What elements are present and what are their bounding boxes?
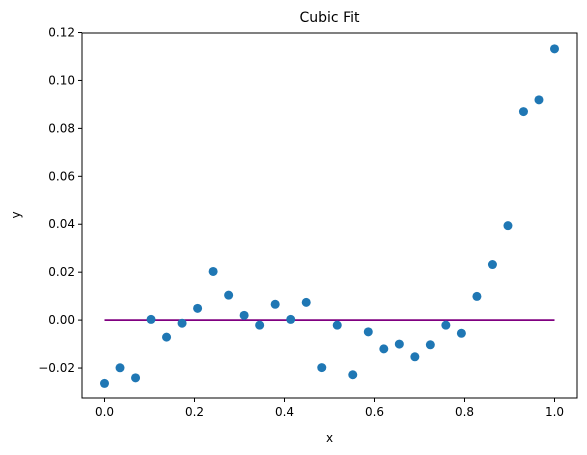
scatter-point [162,332,172,342]
x-tick-label: 1.0 [545,405,564,419]
x-axis-label: x [326,431,333,445]
y-tick-label: 0.02 [48,265,75,279]
scatter-point [301,297,311,307]
scatter-point [177,318,187,328]
scatter-point [146,314,156,324]
scatter-point [550,44,559,54]
chart-title: Cubic Fit [300,10,360,26]
x-tick-label: 0.4 [275,405,294,419]
x-axis: 0.0 0.2 0.4 0.6 0.8 1.0 [95,398,564,419]
scatter-point [348,370,358,380]
x-tick-label: 0.0 [95,405,114,419]
y-tick-label: 0.08 [48,121,75,135]
x-tick-label: 0.8 [455,405,474,419]
y-tick-label: 0.12 [48,26,75,40]
x-tick-label: 0.2 [185,405,204,419]
scatter-point [410,352,420,362]
scatter-points-layer [100,44,559,388]
scatter-point [363,327,373,337]
x-tick-label: 0.6 [365,405,384,419]
scatter-point [193,303,203,313]
y-tick-label: 0.00 [48,313,75,327]
y-tick-label: 0.10 [48,73,75,87]
scatter-point [115,363,125,373]
y-tick-label: −0.02 [38,361,75,375]
scatter-point [224,290,234,300]
scatter-point [503,221,513,231]
scatter-point [255,320,265,330]
scatter-point [487,260,497,270]
scatter-point [394,339,404,349]
scatter-point [239,310,249,320]
scatter-point [456,328,466,338]
scatter-point [379,344,389,354]
y-axis: −0.02 0.00 0.02 0.04 0.06 0.08 0.10 0.12 [38,26,82,375]
scatter-point [270,299,280,309]
y-axis-label: y [9,211,23,218]
y-tick-label: 0.06 [48,169,75,183]
scatter-point [100,378,109,388]
scatter-point [286,314,296,324]
scatter-point [317,363,327,373]
scatter-point [534,95,544,105]
scatter-point [472,291,482,301]
scatter-point [425,340,435,350]
plot-frame [81,32,578,399]
scatter-point [441,320,451,330]
scatter-point [332,320,342,330]
y-tick-label: 0.04 [48,217,75,231]
plot-area [81,32,578,399]
scatter-point [208,266,218,276]
scatter-point [518,107,528,117]
scatter-point [131,373,141,383]
